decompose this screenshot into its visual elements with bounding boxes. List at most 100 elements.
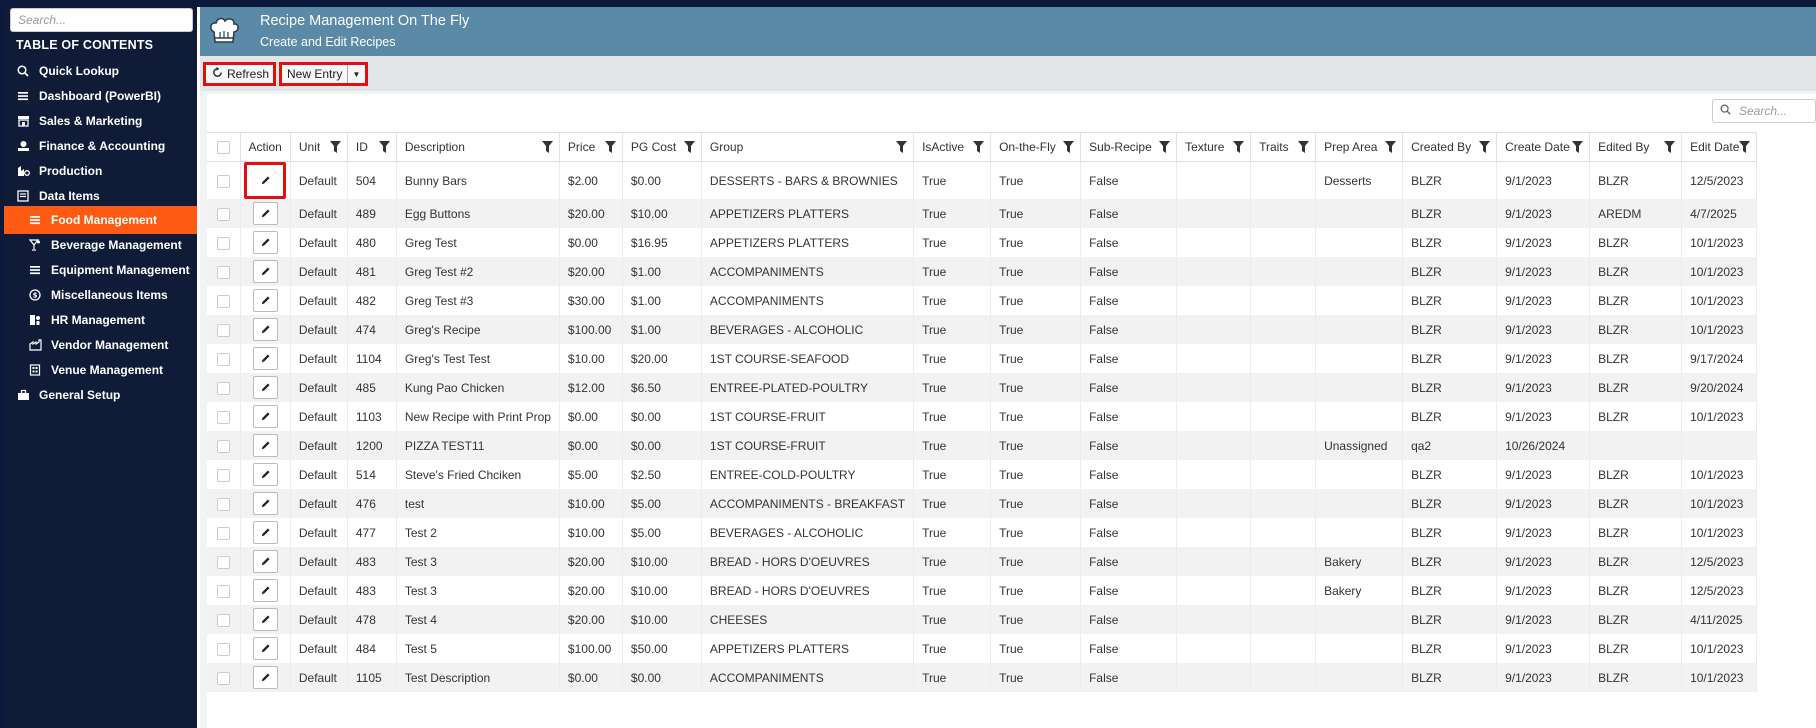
column-header-edit-date[interactable]: Edit Date	[1681, 132, 1758, 162]
edit-button[interactable]	[252, 637, 278, 660]
row-checkbox[interactable]	[216, 555, 230, 569]
sidebar-item-venue-management[interactable]: Venue Management	[4, 356, 197, 384]
filter-icon[interactable]	[541, 141, 553, 153]
sidebar-item-miscellaneous-items[interactable]: $ Miscellaneous Items	[4, 281, 197, 309]
sidebar-item-quick-lookup[interactable]: Quick Lookup	[4, 57, 197, 85]
column-header-id[interactable]: ID	[347, 132, 397, 162]
table-row[interactable]: Default 1104 Greg's Test Test $10.00 $20.00 1…	[207, 344, 1758, 373]
edit-button[interactable]	[252, 492, 278, 515]
row-checkbox[interactable]	[216, 584, 230, 598]
edit-button[interactable]	[252, 521, 278, 544]
column-header-texture[interactable]: Texture	[1176, 132, 1252, 162]
table-row[interactable]: Default 478 Test 4 $20.00 $10.00 CHEESES True T…	[207, 605, 1758, 634]
column-header-prep-area[interactable]: Prep Area	[1315, 132, 1404, 162]
column-header-isactive[interactable]: IsActive	[913, 132, 992, 162]
sidebar-item-dashboard-powerbi[interactable]: Dashboard (PowerBI)	[4, 82, 197, 110]
column-header-price[interactable]: Price	[559, 132, 623, 162]
sidebar-item-finance-accounting[interactable]: Finance & Accounting	[4, 132, 197, 160]
table-row[interactable]: Default 514 Steve's Fried Chciken $5.00 $2.5…	[207, 460, 1758, 489]
edit-button[interactable]	[252, 376, 278, 399]
row-checkbox[interactable]	[216, 671, 230, 685]
filter-icon[interactable]	[973, 141, 985, 153]
filter-icon[interactable]	[1063, 141, 1075, 153]
filter-icon[interactable]	[378, 141, 390, 153]
row-checkbox[interactable]	[216, 236, 230, 250]
column-header-sub-recipe[interactable]: Sub-Recipe	[1080, 132, 1178, 162]
column-header-edited-by[interactable]: Edited By	[1589, 132, 1683, 162]
sidebar-item-general-setup[interactable]: General Setup	[4, 381, 197, 409]
table-row[interactable]: Default 485 Kung Pao Chicken $12.00 $6.50 ENT…	[207, 373, 1758, 402]
new-entry-button[interactable]: New Entry ▼	[279, 62, 368, 86]
column-header-traits[interactable]: Traits	[1250, 132, 1317, 162]
row-checkbox[interactable]	[216, 207, 230, 221]
edit-button[interactable]	[252, 202, 278, 225]
column-header-created-by[interactable]: Created By	[1402, 132, 1498, 162]
filter-icon[interactable]	[1298, 141, 1310, 153]
row-checkbox[interactable]	[216, 642, 230, 656]
sidebar-item-beverage-management[interactable]: Beverage Management	[4, 231, 197, 259]
sidebar-item-equipment-management[interactable]: Equipment Management	[4, 256, 197, 284]
table-row[interactable]: Default 1103 New Recipe with Print Prop $0.…	[207, 402, 1758, 431]
row-checkbox[interactable]	[216, 323, 230, 337]
edit-button[interactable]	[252, 289, 278, 312]
table-row[interactable]: Default 1200 PIZZA TEST11 $0.00 $0.00 1ST COU…	[207, 431, 1758, 460]
filter-icon[interactable]	[1739, 141, 1751, 153]
grid-search-input[interactable]: Search...	[1712, 99, 1816, 123]
filter-icon[interactable]	[1572, 141, 1584, 153]
sidebar-item-food-management[interactable]: Food Management	[4, 206, 197, 234]
table-row[interactable]: Default 476 test $10.00 $5.00 ACCOMPANIMENTS …	[207, 489, 1758, 518]
filter-icon[interactable]	[1479, 141, 1491, 153]
column-header-create-date[interactable]: Create Date	[1496, 132, 1591, 162]
sidebar-item-production[interactable]: Production	[4, 157, 197, 185]
column-header-group[interactable]: Group	[701, 132, 915, 162]
row-checkbox[interactable]	[216, 439, 230, 453]
edit-button[interactable]	[252, 666, 278, 689]
row-checkbox[interactable]	[216, 613, 230, 627]
table-row[interactable]: Default 482 Greg Test #3 $30.00 $1.00 ACCOMPA…	[207, 286, 1758, 315]
refresh-button[interactable]: Refresh	[203, 62, 276, 86]
filter-icon[interactable]	[1385, 141, 1397, 153]
table-row[interactable]: Default 474 Greg's Recipe $100.00 $1.00 BEVER…	[207, 315, 1758, 344]
filter-icon[interactable]	[329, 141, 341, 153]
column-header-on-the-fly[interactable]: On-the-Fly	[990, 132, 1082, 162]
sidebar-item-vendor-management[interactable]: Vendor Management	[4, 331, 197, 359]
table-row[interactable]: Default 477 Test 2 $10.00 $5.00 BEVERAGES - A…	[207, 518, 1758, 547]
edit-button[interactable]	[252, 434, 278, 457]
row-checkbox[interactable]	[216, 497, 230, 511]
sidebar-item-sales-marketing[interactable]: Sales & Marketing	[4, 107, 197, 135]
column-header-pg-cost[interactable]: PG Cost	[622, 132, 702, 162]
row-checkbox[interactable]	[216, 526, 230, 540]
row-checkbox[interactable]	[216, 174, 230, 188]
filter-icon[interactable]	[896, 141, 908, 153]
table-row[interactable]: Default 483 Test 3 $20.00 $10.00 BREAD - HORS…	[207, 547, 1758, 576]
table-row[interactable]: Default 480 Greg Test $0.00 $16.95 APPETIZERS…	[207, 228, 1758, 257]
table-row[interactable]: Default 504 Bunny Bars $2.00 $0.00 DESSERTS -…	[207, 161, 1758, 199]
row-checkbox[interactable]	[216, 265, 230, 279]
column-header-action[interactable]: Action	[240, 132, 291, 162]
dropdown-caret-icon[interactable]: ▼	[347, 65, 365, 83]
edit-button[interactable]	[252, 405, 278, 428]
edit-button[interactable]	[252, 318, 278, 341]
edit-button[interactable]	[252, 463, 278, 486]
edit-button[interactable]	[252, 260, 278, 283]
edit-button[interactable]	[252, 550, 278, 573]
table-row[interactable]: Default 481 Greg Test #2 $20.00 $1.00 ACCOMPA…	[207, 257, 1758, 286]
edit-button[interactable]	[252, 347, 278, 370]
row-checkbox[interactable]	[216, 294, 230, 308]
table-row[interactable]: Default 484 Test 5 $100.00 $50.00 APPETIZERS …	[207, 634, 1758, 663]
table-row[interactable]: Default 483 Test 3 $20.00 $10.00 BREAD - HORS…	[207, 576, 1758, 605]
edit-button[interactable]	[252, 231, 278, 254]
edit-button[interactable]	[252, 608, 278, 631]
column-header-description[interactable]: Description	[396, 132, 560, 162]
filter-icon[interactable]	[1233, 141, 1245, 153]
filter-icon[interactable]	[604, 141, 616, 153]
row-checkbox[interactable]	[216, 352, 230, 366]
column-header-unit[interactable]: Unit	[290, 132, 348, 162]
row-checkbox[interactable]	[216, 468, 230, 482]
table-row[interactable]: Default 1105 Test Description $0.00 $0.00 ACC…	[207, 663, 1758, 692]
table-row[interactable]: Default 489 Egg Buttons $20.00 $10.00 APPETIZ…	[207, 199, 1758, 228]
select-all-checkbox[interactable]	[216, 141, 230, 155]
edit-button[interactable]	[244, 162, 287, 199]
edit-button[interactable]	[252, 579, 278, 602]
sidebar-search-input[interactable]: Search...	[10, 8, 193, 32]
